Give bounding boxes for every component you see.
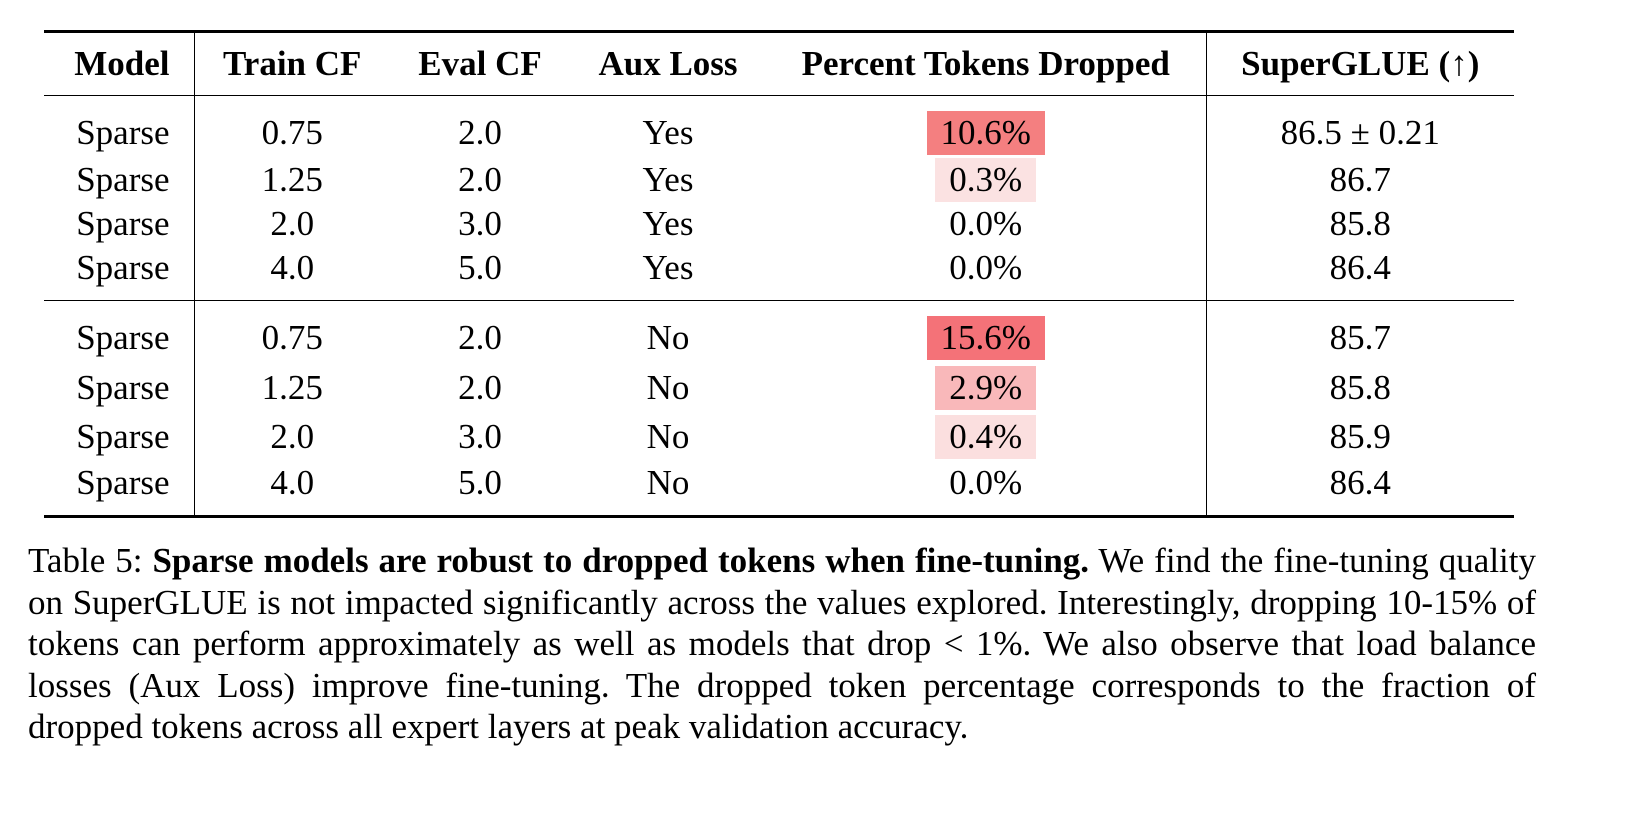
cell-train-cf: 4.0 bbox=[270, 463, 315, 502]
header-model: Model bbox=[44, 31, 195, 96]
percent-dropped-value: 0.0% bbox=[949, 463, 1023, 502]
cell-percent-dropped: 0.0% bbox=[766, 461, 1206, 505]
cell-model: Sparse bbox=[44, 412, 195, 461]
table-group-aux-loss: Sparse 0.75 2.0 Yes 10.6% 86.5 ± 0.21 Sparse 1.… bbox=[44, 95, 1514, 301]
cell-percent-dropped: 0.3% bbox=[766, 158, 1206, 202]
table-row: Sparse 2.0 3.0 No 0.4% 85.9 bbox=[44, 412, 1514, 461]
percent-dropped-value: 0.0% bbox=[949, 204, 1023, 243]
table-row: Sparse 1.25 2.0 No 2.9% 85.8 bbox=[44, 363, 1514, 412]
cell-model: Sparse bbox=[44, 158, 195, 202]
cell-aux-loss: Yes bbox=[642, 113, 694, 152]
cell-superglue: 86.5 ± 0.21 bbox=[1205, 108, 1514, 158]
caption-bold: Sparse models are robust to dropped toke… bbox=[152, 541, 1090, 580]
percent-dropped-value: 0.0% bbox=[949, 248, 1023, 287]
header-superglue: SuperGLUE (↑) bbox=[1205, 31, 1514, 96]
cell-eval-cf: 3.0 bbox=[458, 204, 502, 243]
cell-train-cf: 2.0 bbox=[270, 204, 315, 243]
cell-aux-loss: Yes bbox=[642, 160, 694, 199]
cell-aux-loss: No bbox=[646, 416, 690, 456]
cell-percent-dropped: 10.6% bbox=[766, 108, 1206, 158]
cell-model: Sparse bbox=[44, 246, 195, 290]
group-spacer bbox=[44, 290, 1514, 301]
percent-dropped-value: 10.6% bbox=[926, 111, 1045, 155]
caption-body: We find the fine-tuning quality on Super… bbox=[28, 541, 1536, 746]
cell-train-cf: 4.0 bbox=[270, 248, 315, 287]
header-percent-dropped: Percent Tokens Dropped bbox=[801, 44, 1170, 83]
table-caption: Table 5: Sparse models are robust to dro… bbox=[28, 540, 1536, 748]
header-aux-loss: Aux Loss bbox=[598, 44, 738, 83]
percent-dropped-value: 0.4% bbox=[935, 414, 1037, 459]
cell-train-cf: 1.25 bbox=[261, 160, 323, 199]
percent-dropped-value: 15.6% bbox=[926, 316, 1045, 360]
cell-percent-dropped: 0.4% bbox=[766, 412, 1206, 461]
header-train-cf: Train CF bbox=[223, 44, 362, 83]
table-row: Sparse 1.25 2.0 Yes 0.3% 86.7 bbox=[44, 158, 1514, 202]
cell-model: Sparse bbox=[44, 461, 195, 505]
results-table-container: Model Train CF Eval CF Aux Loss Percent … bbox=[44, 30, 1514, 518]
cell-superglue: 86.4 bbox=[1205, 461, 1514, 505]
table-row: Sparse 0.75 2.0 No 15.6% 85.7 bbox=[44, 313, 1514, 363]
percent-dropped-value: 0.3% bbox=[935, 158, 1037, 202]
cell-percent-dropped: 0.0% bbox=[766, 202, 1206, 246]
group-spacer bbox=[44, 95, 1514, 108]
cell-train-cf: 0.75 bbox=[261, 318, 323, 357]
cell-eval-cf: 2.0 bbox=[458, 367, 502, 407]
cell-percent-dropped: 0.0% bbox=[766, 246, 1206, 290]
cell-aux-loss: No bbox=[646, 463, 690, 502]
cell-model: Sparse bbox=[44, 108, 195, 158]
cell-train-cf: 2.0 bbox=[270, 416, 315, 456]
cell-model: Sparse bbox=[44, 313, 195, 363]
table-row: Sparse 0.75 2.0 Yes 10.6% 86.5 ± 0.21 bbox=[44, 108, 1514, 158]
table-header-row: Model Train CF Eval CF Aux Loss Percent … bbox=[44, 31, 1514, 96]
cell-superglue: 85.9 bbox=[1205, 412, 1514, 461]
cell-superglue: 85.8 bbox=[1205, 202, 1514, 246]
cell-model: Sparse bbox=[44, 363, 195, 412]
cell-eval-cf: 2.0 bbox=[458, 113, 502, 152]
results-table: Model Train CF Eval CF Aux Loss Percent … bbox=[44, 30, 1514, 518]
cell-percent-dropped: 15.6% bbox=[766, 313, 1206, 363]
cell-superglue: 85.8 bbox=[1205, 363, 1514, 412]
cell-aux-loss: Yes bbox=[642, 248, 694, 287]
caption-label: Table 5: bbox=[28, 541, 143, 580]
cell-eval-cf: 2.0 bbox=[458, 160, 502, 199]
percent-dropped-value: 2.9% bbox=[935, 365, 1037, 410]
cell-model: Sparse bbox=[44, 202, 195, 246]
cell-train-cf: 0.75 bbox=[261, 113, 323, 152]
cell-superglue: 85.7 bbox=[1205, 313, 1514, 363]
cell-percent-dropped: 2.9% bbox=[766, 363, 1206, 412]
header-eval-cf: Eval CF bbox=[418, 44, 542, 83]
cell-aux-loss: Yes bbox=[642, 204, 694, 243]
cell-superglue: 86.7 bbox=[1205, 158, 1514, 202]
table-group-no-aux-loss: Sparse 0.75 2.0 No 15.6% 85.7 Sparse 1.25 2.0 No 2… bbox=[44, 300, 1514, 517]
table-row: Sparse 2.0 3.0 Yes 0.0% 85.8 bbox=[44, 202, 1514, 246]
cell-aux-loss: No bbox=[646, 367, 690, 407]
cell-eval-cf: 2.0 bbox=[458, 318, 502, 357]
table-row: Sparse 4.0 5.0 Yes 0.0% 86.4 bbox=[44, 246, 1514, 290]
cell-eval-cf: 5.0 bbox=[458, 463, 502, 502]
cell-superglue: 86.4 bbox=[1205, 246, 1514, 290]
cell-train-cf: 1.25 bbox=[261, 367, 323, 407]
group-spacer bbox=[44, 300, 1514, 313]
cell-eval-cf: 3.0 bbox=[458, 416, 502, 456]
cell-aux-loss: No bbox=[646, 318, 690, 357]
cell-eval-cf: 5.0 bbox=[458, 248, 502, 287]
table-row: Sparse 4.0 5.0 No 0.0% 86.4 bbox=[44, 461, 1514, 505]
group-spacer bbox=[44, 505, 1514, 517]
